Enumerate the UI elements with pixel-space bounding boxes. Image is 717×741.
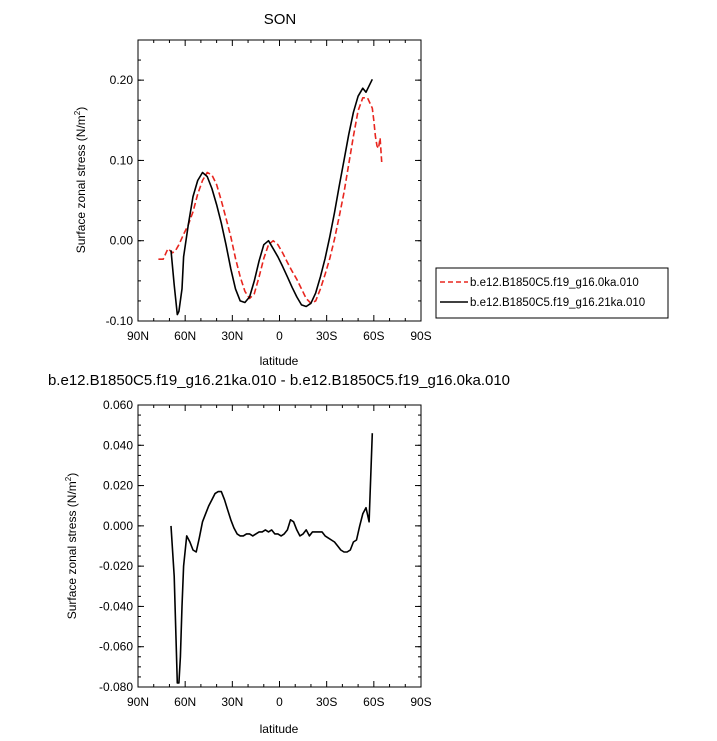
bottom-chart-xtick-label: 0 — [276, 695, 283, 709]
top-chart-xtick-label: 90S — [410, 329, 431, 343]
top-chart-xtick-label: 0 — [276, 329, 283, 343]
top-chart-series-line-0 — [158, 97, 383, 305]
bottom-chart-xtick-label: 90S — [410, 695, 431, 709]
bottom-chart-ytick-label: -0.040 — [99, 599, 133, 613]
bottom-chart-ytick-label: -0.020 — [99, 559, 133, 573]
top-chart-xtick-label: 60N — [174, 329, 196, 343]
top-chart: SON 90N 60N 30N 0 30S 60S 90S -0.10 0.00 0.10 0.20… — [73, 11, 432, 368]
bottom-chart-ytick-label: -0.080 — [99, 680, 133, 694]
top-chart-frame — [137, 39, 422, 322]
bottom-chart-xlabel: latitude — [260, 722, 299, 736]
top-chart-xtick-label: 90N — [127, 329, 149, 343]
bottom-chart-ytick-label: 0.040 — [103, 438, 133, 452]
top-chart-ytick-label: -0.10 — [106, 314, 134, 328]
bottom-chart-xtick-label: 30N — [221, 695, 243, 709]
top-chart-ylabel-superscript: 2 — [73, 110, 82, 115]
bottom-chart: b.e12.B1850C5.f19_g16.21ka.010 - b.e12.B… — [48, 372, 510, 736]
bottom-chart-ytick-label: 0.000 — [103, 519, 133, 533]
bottom-chart-plot-area: 90N 60N 30N 0 30S 60S 90S -0.080 -0.060 -0.040 -0.… — [99, 398, 432, 709]
bottom-chart-xtick-label: 60N — [174, 695, 196, 709]
bottom-chart-title: b.e12.B1850C5.f19_g16.21ka.010 - b.e12.B… — [48, 372, 510, 389]
bottom-chart-xtick-label: 90N — [127, 695, 149, 709]
bottom-chart-xtick-label: 30S — [316, 695, 337, 709]
top-chart-title: SON — [264, 11, 297, 28]
legend-box — [435, 267, 669, 319]
bottom-chart-ylabel-text: Surface zonal stress (N/m — [65, 481, 79, 619]
legend-label-control: b.e12.B1850C5.f19_g16.0ka.010 — [470, 277, 639, 289]
top-chart-xtick-label: 30S — [316, 329, 337, 343]
bottom-chart-ylabel: Surface zonal stress (N/m2) — [64, 473, 79, 620]
bottom-chart-ylabel-superscript: 2 — [64, 476, 73, 481]
bottom-chart-series-line-0 — [170, 433, 374, 684]
legend-label-exp: b.e12.B1850C5.f19_g16.21ka.010 — [470, 297, 645, 309]
top-chart-series-line-1 — [170, 78, 374, 316]
top-chart-xtick-label: 60S — [363, 329, 384, 343]
bottom-chart-ytick-label: 0.060 — [103, 398, 133, 412]
top-chart-ytick-label: 0.10 — [110, 153, 134, 167]
top-chart-ylabel-text: Surface zonal stress (N/m — [74, 115, 88, 253]
bottom-chart-ytick-label: 0.020 — [103, 479, 133, 493]
top-chart-ylabel-close: ) — [74, 107, 88, 111]
top-chart-ytick-label: 0.20 — [110, 73, 134, 87]
top-chart-plot-area: 90N 60N 30N 0 30S 60S 90S -0.10 0.00 0.10 0.20 — [106, 39, 432, 343]
bottom-chart-ylabel-close: ) — [65, 473, 79, 477]
chart-legend: b.e12.B1850C5.f19_g16.0ka.010 b.e12.B185… — [435, 267, 669, 319]
top-chart-ytick-label: 0.00 — [110, 234, 134, 248]
top-chart-xlabel: latitude — [260, 354, 299, 368]
top-chart-xtick-label: 30N — [221, 329, 243, 343]
top-chart-ylabel: Surface zonal stress (N/m2) — [73, 107, 88, 254]
bottom-chart-xtick-label: 60S — [363, 695, 384, 709]
bottom-chart-ytick-label: -0.060 — [99, 640, 133, 654]
